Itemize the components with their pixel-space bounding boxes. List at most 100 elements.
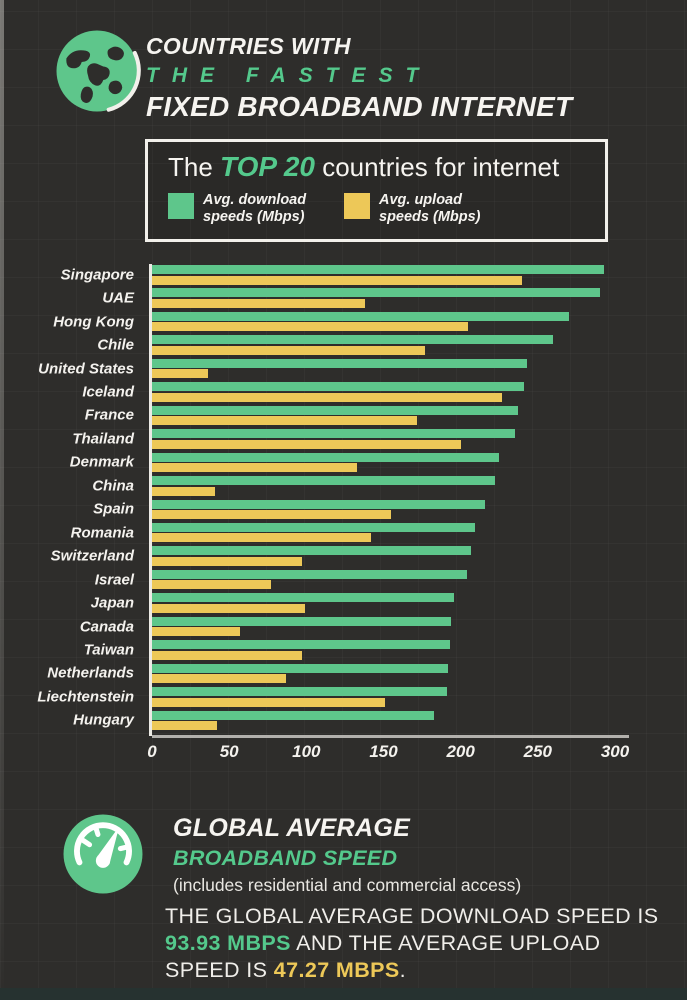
download-bar (152, 335, 554, 345)
upload-bar (152, 322, 469, 332)
download-bar (152, 358, 528, 368)
top20-title: The TOP 20 countries for internet (168, 151, 559, 183)
x-axis-tick-label: 100 (292, 742, 321, 761)
country-label: Liechtenstein (37, 688, 134, 706)
x-axis-ticks: 0 50 100 150 200 250 300 (147, 742, 687, 768)
download-bar (152, 546, 472, 556)
upload-bar (152, 533, 372, 543)
header: COUNTRIES WITH THE FASTEST FIXED BROADBA… (0, 0, 687, 130)
download-bar (152, 311, 569, 321)
country-label: Canada (79, 618, 134, 635)
country-label: France (84, 406, 134, 424)
upload-bar (152, 416, 418, 426)
upload-bar (152, 463, 358, 473)
footer-line: SPEED IS 47.27 MBPS. (165, 958, 407, 982)
country-label: Denmark (69, 453, 134, 471)
header-line3: FIXED BROADBAND INTERNET (146, 91, 573, 122)
speedometer-icon (61, 812, 145, 896)
top20-title-highlight: TOP 20 (220, 151, 315, 182)
footer-line: 93.93 MBPS AND THE AVERAGE UPLOAD (165, 931, 601, 955)
download-bar (152, 710, 435, 720)
country-label: Netherlands (47, 664, 134, 682)
download-bar (152, 288, 600, 298)
download-bar (152, 663, 449, 673)
download-bar (152, 616, 452, 626)
plot-area (152, 264, 687, 735)
global-average-note: (includes residential and commercial acc… (173, 875, 522, 895)
upload-swatch-icon (344, 193, 370, 219)
download-bar (152, 522, 475, 532)
country-label: Israel (94, 571, 134, 589)
broadband-speed-subtitle: BROADBAND SPEED (173, 846, 398, 870)
upload-bar (152, 603, 305, 613)
download-swatch-icon (168, 193, 194, 219)
x-axis-tick-label: 150 (369, 742, 398, 761)
x-axis-tick-label: 0 (147, 742, 157, 761)
upload-bar (152, 674, 287, 684)
country-label: United States (38, 360, 134, 378)
country-label: Iceland (82, 383, 134, 401)
country-label: Japan (90, 594, 134, 612)
header-titles: COUNTRIES WITH THE FASTEST FIXED BROADBA… (146, 33, 572, 123)
download-bar (152, 569, 467, 579)
download-bar (152, 452, 500, 462)
footer-line: THE GLOBAL AVERAGE DOWNLOAD SPEED IS (165, 904, 659, 928)
country-label: Singapore (60, 266, 134, 284)
top20-title-suffix: countries for internet (314, 152, 560, 182)
country-label: Spain (93, 500, 134, 518)
upload-bar (152, 721, 217, 731)
upload-bar (152, 369, 208, 379)
header-line1: COUNTRIES WITH (146, 33, 351, 59)
download-bar (152, 476, 495, 486)
download-bar (152, 499, 486, 509)
country-label: Taiwan (83, 641, 134, 659)
country-label: Switzerland (50, 547, 134, 565)
header-line2: THE FASTEST (146, 64, 432, 87)
legend-item-download: Avg. download speeds (Mbps) (168, 192, 306, 227)
upload-bar (152, 439, 461, 449)
upload-bar (152, 392, 503, 402)
global-average-section: GLOBAL AVERAGE BROADBAND SPEED (includes… (0, 806, 687, 902)
page-edge (0, 0, 4, 1000)
download-bar (152, 640, 450, 650)
footer-paragraph: THE GLOBAL AVERAGE DOWNLOAD SPEED IS 93.9… (165, 903, 665, 984)
country-label: Chile (97, 336, 134, 354)
download-bar (152, 429, 515, 439)
upload-bar (152, 345, 426, 355)
upload-bar (152, 298, 365, 308)
download-bar (152, 405, 518, 415)
global-average-text: GLOBAL AVERAGE BROADBAND SPEED (includes… (173, 814, 521, 896)
country-label: Romania (70, 524, 134, 542)
upload-bar (152, 580, 271, 590)
chart-legend: Avg. download speeds (Mbps) Avg. upload sp… (148, 192, 605, 232)
country-label: Hong Kong (53, 313, 134, 331)
top20-title-prefix: The (168, 152, 221, 182)
country-label: Thailand (72, 430, 134, 448)
upload-bar (152, 650, 302, 660)
global-average-title: GLOBAL AVERAGE (173, 814, 411, 842)
legend-label-upload: Avg. upload speeds (Mbps) (379, 192, 481, 226)
globe-icon (56, 30, 141, 112)
upload-bar (152, 275, 523, 285)
download-bar (152, 382, 524, 392)
x-axis-line (152, 735, 629, 738)
bottom-strip (0, 988, 687, 1000)
x-axis-tick-label: 50 (219, 742, 239, 761)
country-label: UAE (102, 289, 134, 307)
x-axis-tick-label: 300 (600, 742, 630, 761)
upload-bar (152, 627, 240, 637)
y-axis-line (149, 264, 152, 736)
country-label: China (92, 477, 134, 495)
upload-bar (152, 510, 392, 519)
x-axis-tick-label: 250 (523, 742, 553, 761)
x-axis-tick-label: 200 (446, 742, 475, 761)
country-label: Hungary (73, 711, 134, 729)
country-labels: Singapore UAE Hong Kong Chile United States I… (0, 264, 143, 735)
download-bar (152, 687, 447, 697)
download-bar (152, 265, 605, 274)
upload-bar (152, 486, 216, 496)
top20-box: The TOP 20 countries for internet Avg. d… (145, 139, 608, 242)
legend-label-download: Avg. download speeds (Mbps) (203, 192, 307, 226)
bar-chart: Singapore UAE Hong Kong Chile United States I… (0, 264, 687, 774)
